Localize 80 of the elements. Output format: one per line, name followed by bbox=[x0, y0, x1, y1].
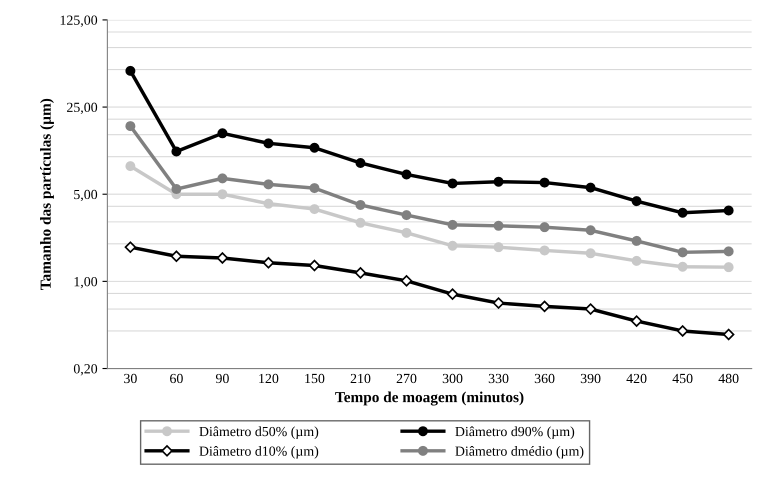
point bbox=[632, 196, 642, 206]
point bbox=[216, 252, 228, 264]
point bbox=[402, 169, 412, 180]
point bbox=[632, 256, 642, 266]
point bbox=[584, 303, 596, 315]
point bbox=[309, 204, 320, 214]
x-tick-label: 480 bbox=[718, 374, 739, 384]
point bbox=[494, 220, 504, 231]
point bbox=[309, 142, 320, 153]
point bbox=[263, 198, 274, 209]
y-tick-label: 125,00 bbox=[60, 16, 98, 27]
point bbox=[171, 146, 182, 157]
point bbox=[632, 236, 642, 246]
point bbox=[400, 275, 412, 287]
point bbox=[355, 158, 366, 168]
point bbox=[309, 183, 320, 194]
point bbox=[263, 179, 274, 190]
legend-label: Diâmetro dmédio (µm) bbox=[455, 446, 584, 459]
point bbox=[538, 300, 550, 312]
point bbox=[446, 288, 458, 300]
point bbox=[724, 246, 734, 256]
y-axis-title: Tamanho das partículas (µm) bbox=[40, 98, 54, 290]
legend-label: Diâmetro d50% (µm) bbox=[199, 426, 318, 440]
x-tick-label: 60 bbox=[170, 374, 183, 384]
point bbox=[448, 220, 458, 230]
x-tick-label: 360 bbox=[534, 374, 554, 384]
point bbox=[170, 250, 182, 262]
point bbox=[586, 182, 596, 193]
point bbox=[492, 297, 504, 309]
x-axis-title: Tempo de moagem (minutos) bbox=[335, 392, 524, 406]
x-tick-label: 270 bbox=[396, 374, 416, 384]
legend-label: Diâmetro d90% (µm) bbox=[455, 426, 574, 440]
point bbox=[308, 260, 320, 272]
point bbox=[355, 200, 366, 210]
x-tick-label: 330 bbox=[488, 374, 508, 384]
x-tick-label: 90 bbox=[216, 374, 229, 384]
point bbox=[402, 228, 412, 238]
point bbox=[494, 242, 504, 252]
y-tick-label: 5,00 bbox=[74, 190, 98, 202]
point bbox=[630, 315, 642, 327]
legend-label: Diâmetro d10% (µm) bbox=[199, 446, 318, 459]
point bbox=[724, 262, 734, 272]
point bbox=[448, 178, 458, 188]
point bbox=[678, 247, 688, 258]
point bbox=[125, 66, 136, 76]
point bbox=[540, 178, 550, 188]
point bbox=[402, 210, 412, 220]
point bbox=[217, 189, 228, 200]
point bbox=[722, 328, 734, 340]
point bbox=[678, 262, 688, 272]
point bbox=[125, 121, 136, 132]
x-tick-label: 210 bbox=[350, 374, 370, 384]
point bbox=[354, 267, 366, 279]
point bbox=[124, 241, 136, 253]
point bbox=[171, 184, 182, 194]
x-tick-label: 30 bbox=[124, 374, 137, 384]
y-tick-label: 0,20 bbox=[74, 364, 98, 376]
point bbox=[494, 176, 504, 187]
point bbox=[262, 257, 274, 269]
point bbox=[448, 240, 458, 251]
x-tick-label: 150 bbox=[305, 374, 324, 384]
point bbox=[125, 161, 136, 172]
x-tick-label: 390 bbox=[580, 374, 600, 384]
point bbox=[540, 222, 550, 232]
x-tick-label: 420 bbox=[626, 374, 646, 384]
point bbox=[355, 218, 366, 228]
point bbox=[724, 206, 734, 216]
y-tick-label: 1,00 bbox=[74, 276, 98, 288]
point bbox=[540, 245, 550, 256]
point bbox=[217, 173, 228, 184]
point bbox=[263, 138, 274, 148]
point bbox=[676, 325, 688, 337]
point bbox=[586, 225, 596, 236]
x-tick-label: 300 bbox=[442, 374, 462, 384]
point bbox=[586, 248, 596, 258]
point bbox=[678, 208, 688, 218]
x-tick-label: 120 bbox=[259, 374, 278, 384]
y-tick-label: 25,00 bbox=[67, 102, 98, 114]
x-tick-label: 450 bbox=[672, 374, 693, 384]
point bbox=[217, 128, 228, 138]
